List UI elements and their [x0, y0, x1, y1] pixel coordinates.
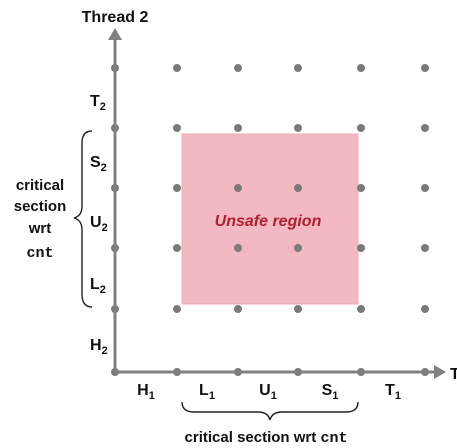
grid-point: [294, 124, 302, 132]
grid-point: [173, 305, 181, 313]
grid-point: [173, 124, 181, 132]
grid-point: [421, 184, 429, 192]
grid-point: [421, 305, 429, 313]
x-tick-label: H1: [137, 382, 155, 402]
y-tick-label: L2: [90, 276, 106, 296]
grid-point: [421, 244, 429, 252]
unsafe-region: [181, 133, 359, 305]
grid-point: [173, 184, 181, 192]
grid-point: [357, 124, 365, 132]
y-critical-section-brace: [73, 130, 93, 308]
grid-point: [234, 124, 242, 132]
grid-point: [421, 64, 429, 72]
grid-point: [173, 64, 181, 72]
y-critical-section-label-line2: section: [14, 198, 67, 215]
grid-point: [234, 184, 242, 192]
x-tick-label: T1: [385, 382, 401, 402]
x-critical-section-label: critical section wrt cnt: [185, 429, 348, 447]
y-tick-labels: H2 L2 U2 S2 T2: [90, 93, 108, 357]
x-tick-label: U1: [259, 382, 277, 402]
grid-point: [294, 184, 302, 192]
y-tick-label: S2: [90, 154, 107, 174]
grid-point: [357, 305, 365, 313]
y-tick-label: H2: [90, 337, 108, 357]
grid-point: [294, 305, 302, 313]
grid-point: [294, 64, 302, 72]
grid-point: [294, 244, 302, 252]
grid-point: [357, 244, 365, 252]
grid-point: [234, 244, 242, 252]
x-tick-label: S1: [322, 382, 339, 402]
thread2-axis-title: Thread 2: [82, 9, 149, 26]
grid-point: [234, 305, 242, 313]
thread1-axis-title: T: [450, 366, 457, 383]
y-axis-arrowhead: [108, 28, 122, 40]
grid-point: [357, 64, 365, 72]
y-tick-label: T2: [90, 93, 106, 113]
x-tick-label: L1: [199, 382, 215, 402]
x-critical-section-brace: [181, 401, 359, 421]
grid-point: [234, 64, 242, 72]
grid-points: [111, 64, 429, 376]
grid-point: [357, 184, 365, 192]
y-critical-section-label-line1: critical: [16, 177, 64, 194]
x-tick-labels: H1 L1 U1 S1 T1: [137, 382, 401, 402]
grid-point: [421, 124, 429, 132]
y-critical-section-label-var: cnt: [26, 245, 53, 262]
y-tick-label: U2: [90, 214, 108, 234]
grid-point: [173, 244, 181, 252]
x-axis-arrowhead: [434, 365, 446, 379]
unsafe-region-label: Unsafe region: [215, 213, 322, 230]
y-critical-section-label-line3: wrt: [28, 220, 52, 237]
